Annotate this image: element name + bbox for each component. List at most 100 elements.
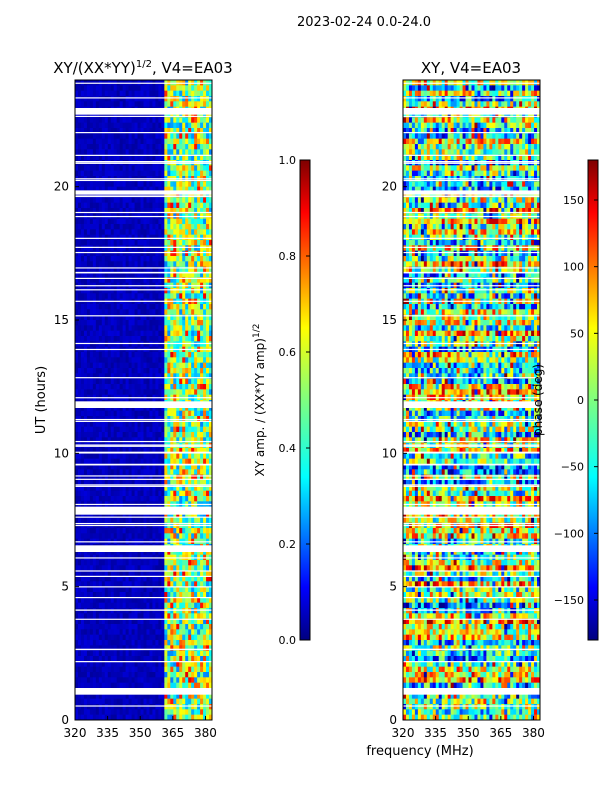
heatmap-cell bbox=[164, 341, 168, 348]
heatmap-cell bbox=[206, 181, 210, 188]
heatmap-cell bbox=[203, 101, 207, 108]
heatmap-cell bbox=[188, 426, 192, 433]
heatmap-cell bbox=[125, 149, 130, 156]
heatmap-cell bbox=[152, 597, 156, 604]
heatmap-cell bbox=[194, 314, 198, 321]
heatmap-cell bbox=[194, 325, 198, 332]
heatmap-cell bbox=[143, 480, 147, 486]
heatmap-cell bbox=[206, 261, 210, 268]
heatmap-cell bbox=[167, 170, 171, 177]
heatmap-cell bbox=[197, 325, 201, 332]
heatmap-cell bbox=[104, 608, 109, 614]
heatmap-cell bbox=[140, 378, 144, 385]
heatmap-cell bbox=[197, 645, 201, 652]
heatmap-cell bbox=[140, 272, 144, 278]
heatmap-cell bbox=[75, 640, 79, 646]
heatmap-cell bbox=[140, 640, 144, 646]
heatmap-cell bbox=[134, 138, 138, 145]
heatmap-cell bbox=[197, 389, 201, 396]
heatmap-cell bbox=[116, 341, 121, 348]
heatmap-cell bbox=[110, 117, 115, 124]
heatmap-cell bbox=[176, 410, 180, 417]
heatmap-cell bbox=[86, 389, 91, 396]
heatmap-cell bbox=[203, 602, 207, 609]
heatmap-cell bbox=[125, 453, 130, 460]
heatmap-cell bbox=[80, 128, 85, 134]
heatmap-cell bbox=[128, 245, 132, 252]
heatmap-cell bbox=[164, 320, 168, 326]
heatmap-cell bbox=[197, 330, 201, 337]
heatmap-cell bbox=[128, 352, 132, 358]
heatmap-cell bbox=[194, 197, 198, 204]
heatmap-cell bbox=[158, 613, 162, 620]
heatmap-cell bbox=[83, 341, 88, 348]
heatmap-cell bbox=[161, 117, 165, 124]
heatmap-cell bbox=[209, 437, 212, 444]
heatmap-cell bbox=[149, 560, 153, 566]
heatmap-cell bbox=[119, 112, 124, 118]
heatmap-cell bbox=[89, 330, 94, 337]
heatmap-cell bbox=[113, 293, 118, 300]
heatmap-cell bbox=[197, 192, 201, 198]
heatmap-cell bbox=[161, 517, 165, 524]
heatmap-cell bbox=[77, 373, 82, 380]
heatmap-cell bbox=[152, 133, 156, 140]
heatmap-cell bbox=[104, 336, 109, 342]
heatmap-cell bbox=[119, 421, 124, 428]
heatmap-cell bbox=[194, 293, 198, 300]
heatmap-cell bbox=[173, 325, 177, 332]
heatmap-cell bbox=[107, 469, 112, 476]
heatmap-cell bbox=[101, 453, 106, 460]
heatmap-cell bbox=[86, 245, 91, 252]
heatmap-cell bbox=[92, 288, 97, 294]
heatmap-cell bbox=[161, 154, 165, 161]
heatmap-cell bbox=[89, 325, 94, 332]
heatmap-cell bbox=[185, 149, 189, 156]
heatmap-cell bbox=[89, 362, 94, 369]
heatmap-cell bbox=[176, 224, 180, 230]
heatmap-cell bbox=[173, 149, 177, 156]
heatmap-cell bbox=[110, 218, 115, 225]
heatmap-cell bbox=[158, 549, 162, 556]
heatmap-cell bbox=[191, 154, 195, 161]
heatmap-cell bbox=[206, 624, 210, 630]
heatmap-cell bbox=[113, 378, 118, 385]
heatmap-cell bbox=[167, 645, 171, 652]
heatmap-cell bbox=[101, 314, 106, 321]
heatmap-cell bbox=[131, 240, 135, 246]
heatmap-cell bbox=[131, 288, 135, 294]
heatmap-cell bbox=[152, 650, 156, 657]
heatmap-cell bbox=[137, 277, 141, 284]
heatmap-cell bbox=[197, 170, 201, 177]
heatmap-cell bbox=[80, 549, 85, 556]
heatmap-cell bbox=[98, 138, 103, 145]
heatmap-cell bbox=[197, 581, 201, 588]
heatmap-cell bbox=[185, 330, 189, 337]
heatmap-cell bbox=[188, 602, 192, 609]
heatmap-cell bbox=[194, 186, 198, 193]
heatmap-cell bbox=[143, 186, 147, 193]
heatmap-cell bbox=[203, 309, 207, 316]
heatmap-cell bbox=[143, 597, 147, 604]
heatmap-cell bbox=[131, 453, 135, 460]
heatmap-cell bbox=[101, 613, 106, 620]
heatmap-cell bbox=[191, 416, 195, 422]
heatmap-cell bbox=[173, 293, 177, 300]
heatmap-cell bbox=[75, 266, 79, 273]
heatmap-cell bbox=[134, 245, 138, 252]
heatmap-cell bbox=[140, 229, 144, 236]
heatmap-cell bbox=[194, 378, 198, 385]
heatmap-cell bbox=[134, 181, 138, 188]
heatmap-cell bbox=[122, 565, 127, 572]
heatmap-cell bbox=[182, 330, 186, 337]
heatmap-cell bbox=[146, 357, 150, 364]
heatmap-cell bbox=[75, 256, 79, 262]
heatmap-cell bbox=[77, 101, 82, 108]
heatmap-cell bbox=[107, 565, 112, 572]
heatmap-cell bbox=[83, 448, 88, 454]
heatmap-cell bbox=[110, 90, 115, 97]
heatmap-cell bbox=[179, 592, 183, 598]
heatmap-cell bbox=[110, 197, 115, 204]
heatmap-cell bbox=[158, 234, 162, 241]
heatmap-cell bbox=[128, 645, 132, 652]
